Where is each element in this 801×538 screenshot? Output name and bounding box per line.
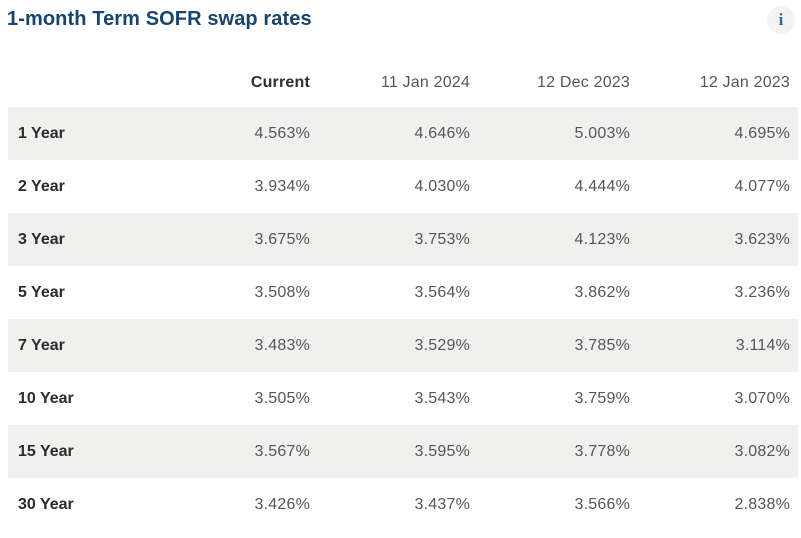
rate-cell: 3.070% xyxy=(734,389,790,407)
rate-cell: 3.862% xyxy=(574,283,630,301)
rate-cell: 3.675% xyxy=(254,230,310,248)
rate-cell: 4.123% xyxy=(574,230,630,248)
rate-cell: 2.838% xyxy=(734,495,790,513)
table-row: 7 Year 3.483% 3.529% 3.785% 3.114% xyxy=(8,319,798,372)
page-title: 1-month Term SOFR swap rates xyxy=(7,8,312,30)
rate-cell: 3.082% xyxy=(734,442,790,460)
rate-cell: 3.236% xyxy=(734,283,790,301)
header-row: Current 11 Jan 2024 12 Dec 2023 12 Jan 2… xyxy=(8,34,798,107)
table-row: 5 Year 3.508% 3.564% 3.862% 3.236% xyxy=(8,266,798,319)
rate-cell: 4.444% xyxy=(574,177,630,195)
rate-cell: 3.426% xyxy=(254,495,310,513)
rate-cell: 3.508% xyxy=(254,283,310,301)
rate-cell: 3.759% xyxy=(574,389,630,407)
rates-table: Current 11 Jan 2024 12 Dec 2023 12 Jan 2… xyxy=(8,34,798,531)
header-date-2: 12 Dec 2023 xyxy=(537,74,630,91)
row-label: 30 Year xyxy=(18,495,74,513)
rate-cell: 3.566% xyxy=(574,495,630,513)
table-header: Current 11 Jan 2024 12 Dec 2023 12 Jan 2… xyxy=(8,34,798,107)
rate-cell: 3.564% xyxy=(414,283,470,301)
row-label: 1 Year xyxy=(18,124,65,142)
header-current: Current xyxy=(250,74,310,91)
table-row: 10 Year 3.505% 3.543% 3.759% 3.070% xyxy=(8,372,798,425)
row-label: 15 Year xyxy=(18,442,74,460)
rate-cell: 3.437% xyxy=(414,495,470,513)
table-row: 1 Year 4.563% 4.646% 5.003% 4.695% xyxy=(8,107,798,160)
rate-cell: 3.785% xyxy=(574,336,630,354)
widget-header: 1-month Term SOFR swap rates i xyxy=(0,0,801,34)
rate-cell: 3.483% xyxy=(254,336,310,354)
header-tenor xyxy=(8,34,158,107)
rate-cell: 4.030% xyxy=(414,177,470,195)
rate-cell: 3.595% xyxy=(414,442,470,460)
row-label: 2 Year xyxy=(18,177,65,195)
info-icon: i xyxy=(778,10,784,29)
info-button[interactable]: i xyxy=(767,6,795,34)
table-row: 2 Year 3.934% 4.030% 4.444% 4.077% xyxy=(8,160,798,213)
rate-cell: 3.778% xyxy=(574,442,630,460)
rate-cell: 4.077% xyxy=(734,177,790,195)
row-label: 5 Year xyxy=(18,283,65,301)
rate-cell: 4.646% xyxy=(414,124,470,142)
row-label: 7 Year xyxy=(18,336,65,354)
table-row: 15 Year 3.567% 3.595% 3.778% 3.082% xyxy=(8,425,798,478)
rate-cell: 3.505% xyxy=(254,389,310,407)
row-label: 10 Year xyxy=(18,389,74,407)
table-body: 1 Year 4.563% 4.646% 5.003% 4.695% 2 Yea… xyxy=(8,107,798,531)
row-label: 3 Year xyxy=(18,230,65,248)
rate-cell: 3.567% xyxy=(254,442,310,460)
table-row: 3 Year 3.675% 3.753% 4.123% 3.623% xyxy=(8,213,798,266)
rate-cell: 4.695% xyxy=(734,124,790,142)
table-row: 30 Year 3.426% 3.437% 3.566% 2.838% xyxy=(8,478,798,531)
header-date-1: 11 Jan 2024 xyxy=(380,74,470,91)
header-date-3: 12 Jan 2023 xyxy=(699,74,790,91)
rate-cell: 3.114% xyxy=(735,336,790,354)
rate-cell: 3.623% xyxy=(734,230,790,248)
rate-cell: 5.003% xyxy=(574,124,630,142)
rate-cell: 3.543% xyxy=(414,389,470,407)
rate-cell: 4.563% xyxy=(254,124,310,142)
rate-cell: 3.753% xyxy=(414,230,470,248)
rate-cell: 3.934% xyxy=(254,177,310,195)
rate-cell: 3.529% xyxy=(414,336,470,354)
